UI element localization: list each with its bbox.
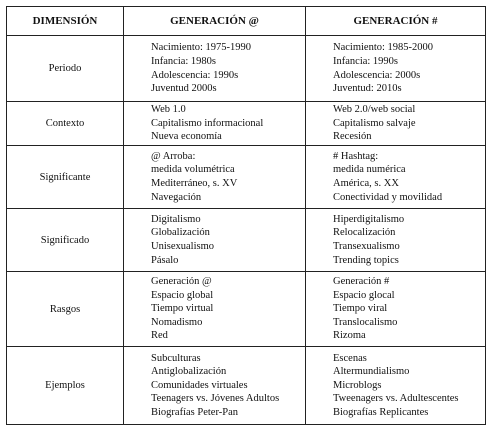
cell-line: Globalización [151, 227, 210, 239]
cell-line: Subculturas [151, 352, 201, 364]
cell-line: Juventud: 2010s [333, 83, 402, 95]
cell-line: Biografías Peter-Pan [151, 406, 238, 418]
cell-line: Adolescencia: 2000s [333, 69, 421, 81]
cell-line: Rizoma [333, 330, 366, 342]
cell: Generación # Espacio glocal Tiempo viral Tr… [305, 271, 486, 347]
cell: Nacimiento: 1985-2000 Infancia: 1990s Adol… [305, 35, 486, 102]
cell: Web 1.0 Capitalismo informacional Nueva ec… [123, 101, 306, 146]
cell-line: Generación # [333, 276, 390, 288]
cell-line: Trending topics [333, 254, 399, 266]
cell: Escenas Altermundialismo Microblogs Tweenag… [305, 346, 486, 425]
cell: Generación @ Espacio global Tiempo virtual… [123, 271, 306, 347]
cell-line: medida volumétrica [151, 164, 235, 176]
cell: @ Arroba: medida volumétrica Mediterráneo,… [123, 145, 306, 209]
cell-line: Navegación [151, 191, 202, 203]
cell: Web 2.0/web social Capitalismo salvaje Rec… [305, 101, 486, 146]
cell-line: Red [151, 330, 168, 342]
cell-line: Translocalismo [333, 316, 398, 328]
cell-line: Adolescencia: 1990s [151, 69, 239, 81]
cell-line: Tweenagers vs. Adultescentes [333, 393, 459, 405]
cell: # Hashtag: medida numérica América, s. XX C… [305, 145, 486, 209]
table-row: Periodo Nacimiento: 1975-1990 Infancia: 19… [6, 35, 486, 102]
cell-line: Espacio glocal [333, 289, 395, 301]
cell-line: Tiempo virtual [151, 303, 214, 315]
cell-line: Comunidades virtuales [151, 379, 248, 391]
table-body: Periodo Nacimiento: 1975-1990 Infancia: 19… [6, 35, 486, 425]
cell-line: Unisexualismo [151, 241, 214, 252]
row-label: Contexto [6, 101, 124, 146]
cell: Subculturas Antiglobalización Comunidades … [123, 346, 306, 425]
row-label: Periodo [6, 35, 124, 102]
cell-line: Microblogs [333, 379, 382, 391]
cell-line: Capitalismo informacional [151, 117, 264, 129]
cell-line: Capitalismo salvaje [333, 117, 416, 129]
cell-line: Digitalismo [151, 213, 201, 225]
cell-line: Nueva economía [151, 131, 222, 143]
cell-line: Conectividad y movilidad [333, 191, 443, 203]
cell-line: Biografías Replicantes [333, 406, 429, 418]
header-cell: GENERACIÓN @ [123, 6, 306, 36]
cell-line: Nomadismo [151, 316, 203, 328]
row-label: Significante [6, 145, 124, 209]
table-row: Significante @ Arroba: medida volumétrica M… [6, 145, 486, 209]
cell: Digitalismo Globalización Unisexualismo Pás… [123, 208, 306, 272]
cell: Hiperdigitalismo Relocalización Transexual… [305, 208, 486, 272]
cell-line: Nacimiento: 1985-2000 [333, 42, 434, 54]
cell-line: Escenas [333, 352, 367, 364]
cell-line: @ Arroba: [151, 150, 196, 162]
cell-line: Infancia: 1990s [333, 55, 399, 67]
cell-line: Generación @ [151, 276, 212, 288]
cell-line: Transexualismo [333, 241, 400, 252]
cell-line: Antiglobalización [151, 366, 227, 378]
cell-line: Pásalo [151, 254, 179, 266]
row-label: Ejemplos [6, 346, 124, 425]
cell-line: Relocalización [333, 227, 396, 239]
cell-line: América, s. XX [333, 178, 399, 189]
cell-line: Hiperdigitalismo [333, 213, 405, 225]
row-label: Significado [6, 208, 124, 272]
comparison-table: DIMENSIÓN GENERACIÓN @ GENERACIÓN # Peri… [6, 6, 486, 425]
cell-line: # Hashtag: [333, 150, 379, 162]
cell-line: Altermundialismo [333, 366, 410, 378]
table-row: Significado Digitalismo Globalización Unise… [6, 208, 486, 272]
cell-line: Web 1.0 [151, 104, 186, 116]
cell: Nacimiento: 1975-1990 Infancia: 1980s Adol… [123, 35, 306, 102]
table-row: Rasgos Generación @ Espacio global Tiempo v… [6, 271, 486, 347]
cell-line: Tiempo viral [333, 303, 388, 315]
table-row: Ejemplos Subculturas Antiglobalización Comu… [6, 346, 486, 425]
header-row: DIMENSIÓN GENERACIÓN @ GENERACIÓN # [6, 6, 486, 36]
row-label: Rasgos [6, 271, 124, 347]
cell-line: Teenagers vs. Jóvenes Adultos [151, 393, 280, 405]
table-row: Contexto Web 1.0 Capitalismo informacional… [6, 101, 486, 146]
cell-line: Infancia: 1980s [151, 55, 217, 67]
cell-line: medida numérica [333, 164, 406, 176]
cell-line: Espacio global [151, 289, 214, 301]
header-cell: GENERACIÓN # [305, 6, 486, 36]
cell-line: Recesión [333, 131, 372, 143]
cell-line: Juventud 2000s [151, 83, 217, 95]
cell-line: Nacimiento: 1975-1990 [151, 42, 252, 54]
header-cell: DIMENSIÓN [6, 6, 124, 36]
cell-line: Web 2.0/web social [333, 104, 416, 116]
cell-line: Mediterráneo, s. XV [151, 178, 238, 189]
